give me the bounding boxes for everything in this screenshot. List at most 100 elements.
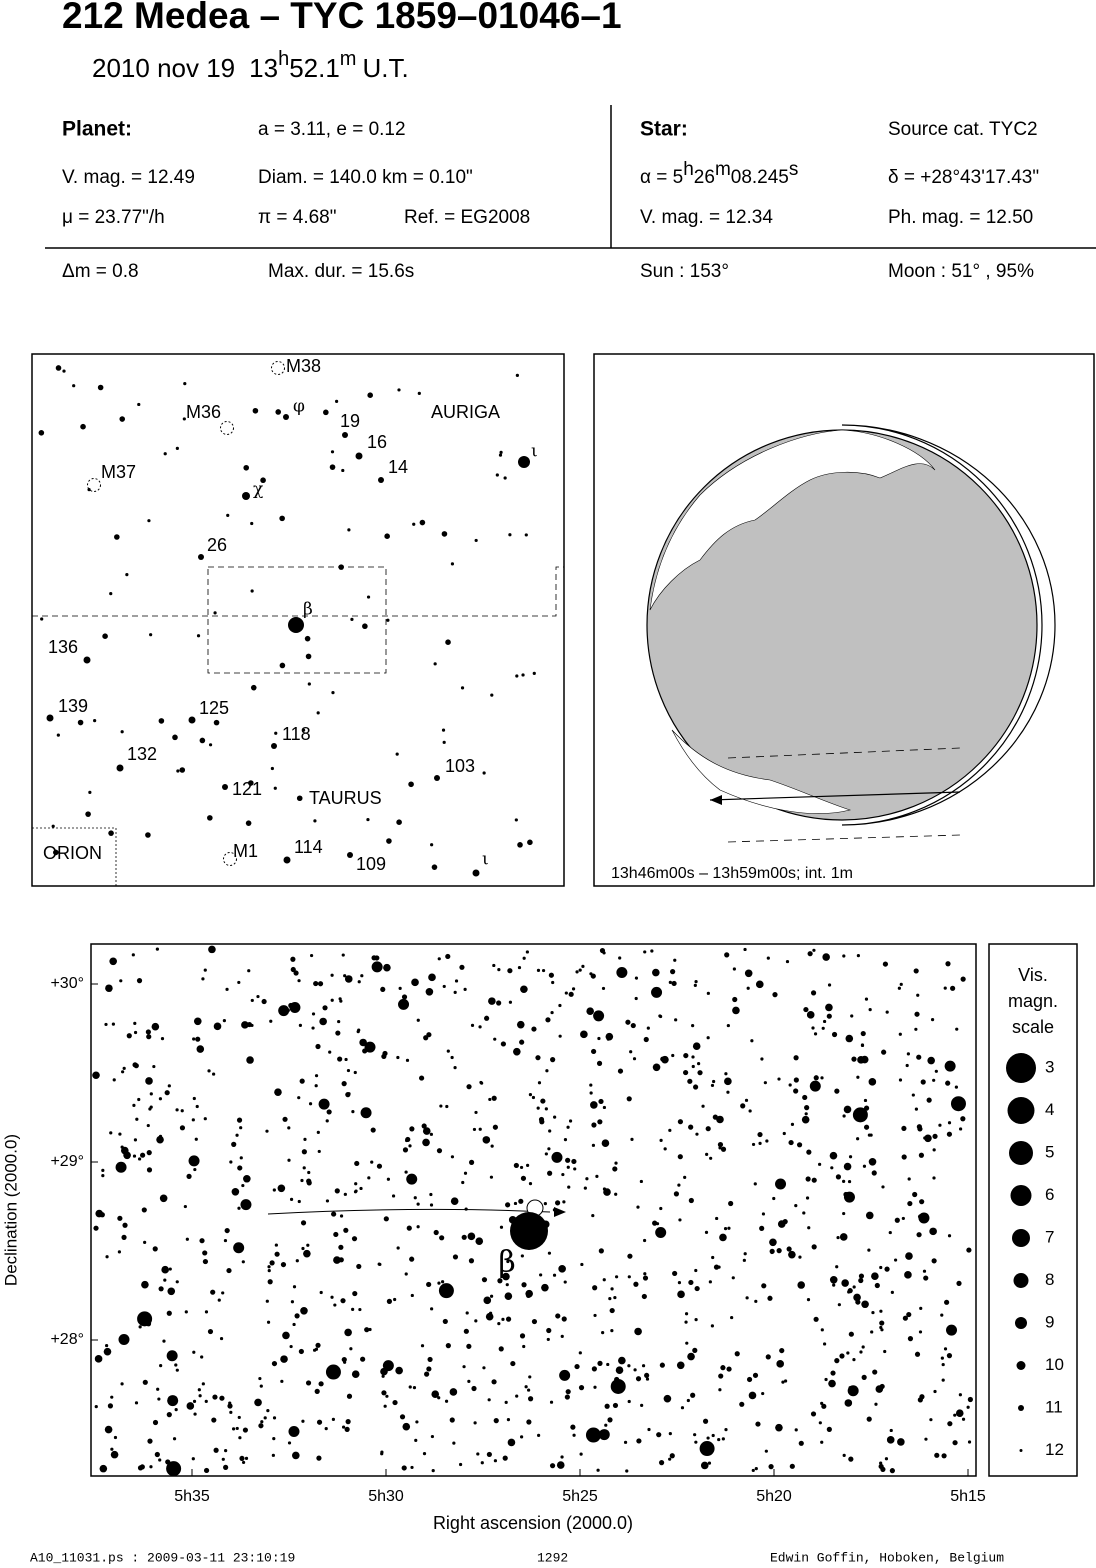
star: [450, 562, 455, 566]
star: [709, 1156, 713, 1160]
star: [224, 1227, 230, 1234]
star: [751, 1142, 756, 1147]
star: [141, 1280, 149, 1289]
star: [250, 998, 254, 1003]
star: [508, 1000, 513, 1004]
star: [842, 1179, 846, 1183]
star: [556, 1461, 565, 1469]
star: [586, 1007, 594, 1015]
star: [788, 1083, 792, 1087]
parallax: π = 4.68": [258, 207, 337, 228]
hours: 13: [249, 53, 278, 83]
star: [668, 1128, 672, 1132]
star: [844, 1399, 853, 1407]
star: [680, 1406, 685, 1410]
y-tick-label: +30°: [50, 975, 84, 992]
star: [802, 1094, 808, 1101]
star: [250, 521, 254, 526]
star: [658, 1014, 662, 1018]
star: [167, 1084, 171, 1088]
star: [201, 1382, 205, 1386]
star: [702, 1418, 709, 1424]
star: [498, 453, 503, 457]
star: [198, 554, 204, 560]
star: [671, 1053, 675, 1058]
star: [333, 1231, 339, 1238]
star: [277, 1184, 286, 1193]
star: [112, 1078, 116, 1082]
star: [520, 1254, 524, 1258]
star: [906, 1052, 910, 1056]
star: [794, 1428, 798, 1432]
star: [163, 452, 167, 456]
star: [315, 1043, 321, 1050]
star: [352, 1290, 358, 1297]
star: [430, 1307, 434, 1311]
star: [402, 1147, 409, 1153]
star: [805, 1196, 810, 1200]
star: [521, 1282, 527, 1288]
star: [655, 1222, 660, 1226]
star: [343, 1227, 349, 1233]
star: [898, 1032, 902, 1036]
star: [330, 1295, 334, 1299]
star: [860, 1030, 866, 1037]
star: [474, 1319, 478, 1323]
star: [706, 1036, 710, 1040]
star: [614, 1192, 618, 1196]
star: [179, 1125, 186, 1131]
star: [783, 1379, 788, 1383]
star: [191, 1118, 195, 1122]
star: [691, 1055, 695, 1059]
star: [250, 1023, 254, 1028]
legend-magnitude: 6: [1045, 1185, 1054, 1204]
star: [588, 1435, 593, 1439]
star: [677, 1183, 681, 1187]
star: [726, 1366, 732, 1372]
hours-unit: h: [278, 48, 289, 70]
star: [684, 1320, 688, 1324]
star: [319, 1017, 327, 1026]
star: [960, 976, 966, 982]
star: [382, 1360, 394, 1372]
star: [924, 1134, 932, 1143]
star: [152, 1419, 159, 1426]
star: [154, 1451, 160, 1458]
star: [864, 997, 869, 1001]
star: [364, 1041, 376, 1053]
object-label: M36: [186, 402, 221, 422]
star: [897, 986, 901, 990]
star: [562, 1200, 566, 1204]
star: [763, 1081, 767, 1085]
star: [248, 780, 254, 786]
star: [121, 1070, 125, 1074]
star: [287, 1158, 291, 1162]
source: Source cat. TYC2: [888, 119, 1038, 140]
legend-dot: [1006, 1053, 1036, 1083]
star: [929, 1227, 937, 1236]
star: [367, 392, 373, 398]
star: [185, 1237, 189, 1241]
star: [401, 1465, 407, 1471]
minutes: 52.1: [289, 53, 340, 83]
star: [856, 954, 860, 958]
star: [831, 1031, 838, 1038]
star: [919, 1394, 925, 1400]
star: [198, 1394, 202, 1398]
star: [274, 1251, 280, 1257]
frame: [31, 353, 565, 887]
star: [274, 731, 278, 735]
star: [519, 1333, 526, 1339]
star: [723, 1227, 728, 1231]
star: [843, 1105, 852, 1114]
star: [829, 1151, 838, 1160]
star: [110, 1447, 114, 1451]
star: [292, 1322, 296, 1327]
star: [914, 1107, 919, 1111]
star: [341, 953, 345, 957]
star: [923, 1275, 929, 1281]
star: [884, 1457, 889, 1461]
star: [564, 1394, 570, 1400]
star: [578, 1351, 582, 1355]
